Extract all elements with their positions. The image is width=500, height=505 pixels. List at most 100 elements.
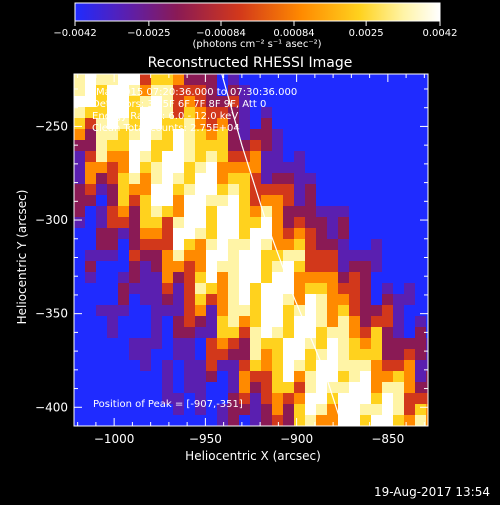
heatmap-cell [206, 118, 217, 129]
heatmap-cell [129, 151, 140, 162]
heatmap-cell [360, 107, 371, 118]
heatmap-cell [305, 382, 316, 393]
heatmap-cell [338, 283, 349, 294]
heatmap-cell [250, 250, 261, 261]
heatmap-cell [140, 96, 151, 107]
heatmap-cell [162, 360, 173, 371]
heatmap-cell [393, 206, 404, 217]
heatmap-cell [250, 294, 261, 305]
heatmap-cell [349, 239, 360, 250]
heatmap-cell [415, 173, 426, 184]
heatmap-cell [250, 195, 261, 206]
heatmap-cell [349, 305, 360, 316]
heatmap-cell [272, 195, 283, 206]
heatmap-cell [261, 107, 272, 118]
heatmap-cell [272, 272, 283, 283]
heatmap-cell [382, 118, 393, 129]
heatmap-cell [217, 217, 228, 228]
heatmap-cell [206, 393, 217, 404]
heatmap-cell [173, 184, 184, 195]
heatmap-cells [74, 74, 428, 426]
heatmap-cell [96, 393, 107, 404]
heatmap-cell [316, 206, 327, 217]
heatmap-cell [327, 217, 338, 228]
heatmap-cell [371, 85, 382, 96]
heatmap-cell [140, 272, 151, 283]
heatmap-cell [151, 415, 162, 426]
heatmap-cell [261, 206, 272, 217]
heatmap-cell [151, 404, 162, 415]
heatmap-cell [261, 327, 272, 338]
heatmap-cell [239, 118, 250, 129]
heatmap-cell [272, 338, 283, 349]
heatmap-cell [272, 360, 283, 371]
heatmap-cell [294, 338, 305, 349]
heatmap-cell [118, 85, 129, 96]
heatmap-cell [338, 206, 349, 217]
heatmap-cell [426, 206, 428, 217]
heatmap-cell [327, 316, 338, 327]
heatmap-cell [404, 382, 415, 393]
heatmap-cell [217, 349, 228, 360]
heatmap-cell [305, 107, 316, 118]
heatmap-cell [404, 239, 415, 250]
heatmap-cell [404, 151, 415, 162]
heatmap-cell [349, 283, 360, 294]
heatmap-cell [283, 272, 294, 283]
heatmap-cell [118, 360, 129, 371]
heatmap-cell [85, 195, 96, 206]
heatmap-cell [228, 360, 239, 371]
heatmap-cell [316, 85, 327, 96]
heatmap-cell [426, 283, 428, 294]
heatmap-cell [184, 294, 195, 305]
heatmap-cell [250, 261, 261, 272]
heatmap-cell [184, 107, 195, 118]
heatmap-cell [184, 85, 195, 96]
heatmap-cell [195, 294, 206, 305]
heatmap-cell [74, 184, 85, 195]
heatmap-cell [140, 162, 151, 173]
colorbar-tick-label: −0.00084 [196, 28, 246, 39]
heatmap-cell [217, 338, 228, 349]
heatmap-cell [426, 151, 428, 162]
heatmap-cell [129, 239, 140, 250]
heatmap-cell [404, 404, 415, 415]
heatmap-cell [206, 96, 217, 107]
heatmap-cell [162, 173, 173, 184]
heatmap-cell [206, 371, 217, 382]
heatmap-cell [404, 85, 415, 96]
heatmap-cell [360, 415, 371, 426]
heatmap-cell [272, 107, 283, 118]
heatmap-cell [305, 316, 316, 327]
heatmap-cell [173, 272, 184, 283]
heatmap-cell [426, 162, 428, 173]
heatmap-cell [74, 96, 85, 107]
heatmap-cell [129, 162, 140, 173]
heatmap-cell [283, 228, 294, 239]
heatmap-cell [272, 85, 283, 96]
heatmap-cell [261, 338, 272, 349]
heatmap-cell [151, 261, 162, 272]
heatmap-cell [327, 151, 338, 162]
heatmap-cell [272, 162, 283, 173]
heatmap-cell [415, 195, 426, 206]
heatmap-cell [360, 85, 371, 96]
heatmap-cell [151, 85, 162, 96]
heatmap-cell [107, 184, 118, 195]
heatmap-cell [250, 327, 261, 338]
heatmap-cell [195, 239, 206, 250]
heatmap-cell [217, 371, 228, 382]
heatmap-cell [129, 272, 140, 283]
heatmap-cell [382, 305, 393, 316]
heatmap-cell [426, 239, 428, 250]
heatmap-cell [107, 283, 118, 294]
heatmap-cell [305, 96, 316, 107]
heatmap-cell [404, 184, 415, 195]
heatmap-cell [118, 327, 129, 338]
heatmap-cell [107, 360, 118, 371]
heatmap-cell [338, 96, 349, 107]
heatmap-cell [74, 85, 85, 96]
heatmap-cell [140, 151, 151, 162]
heatmap-cell [107, 349, 118, 360]
heatmap-cell [85, 107, 96, 118]
